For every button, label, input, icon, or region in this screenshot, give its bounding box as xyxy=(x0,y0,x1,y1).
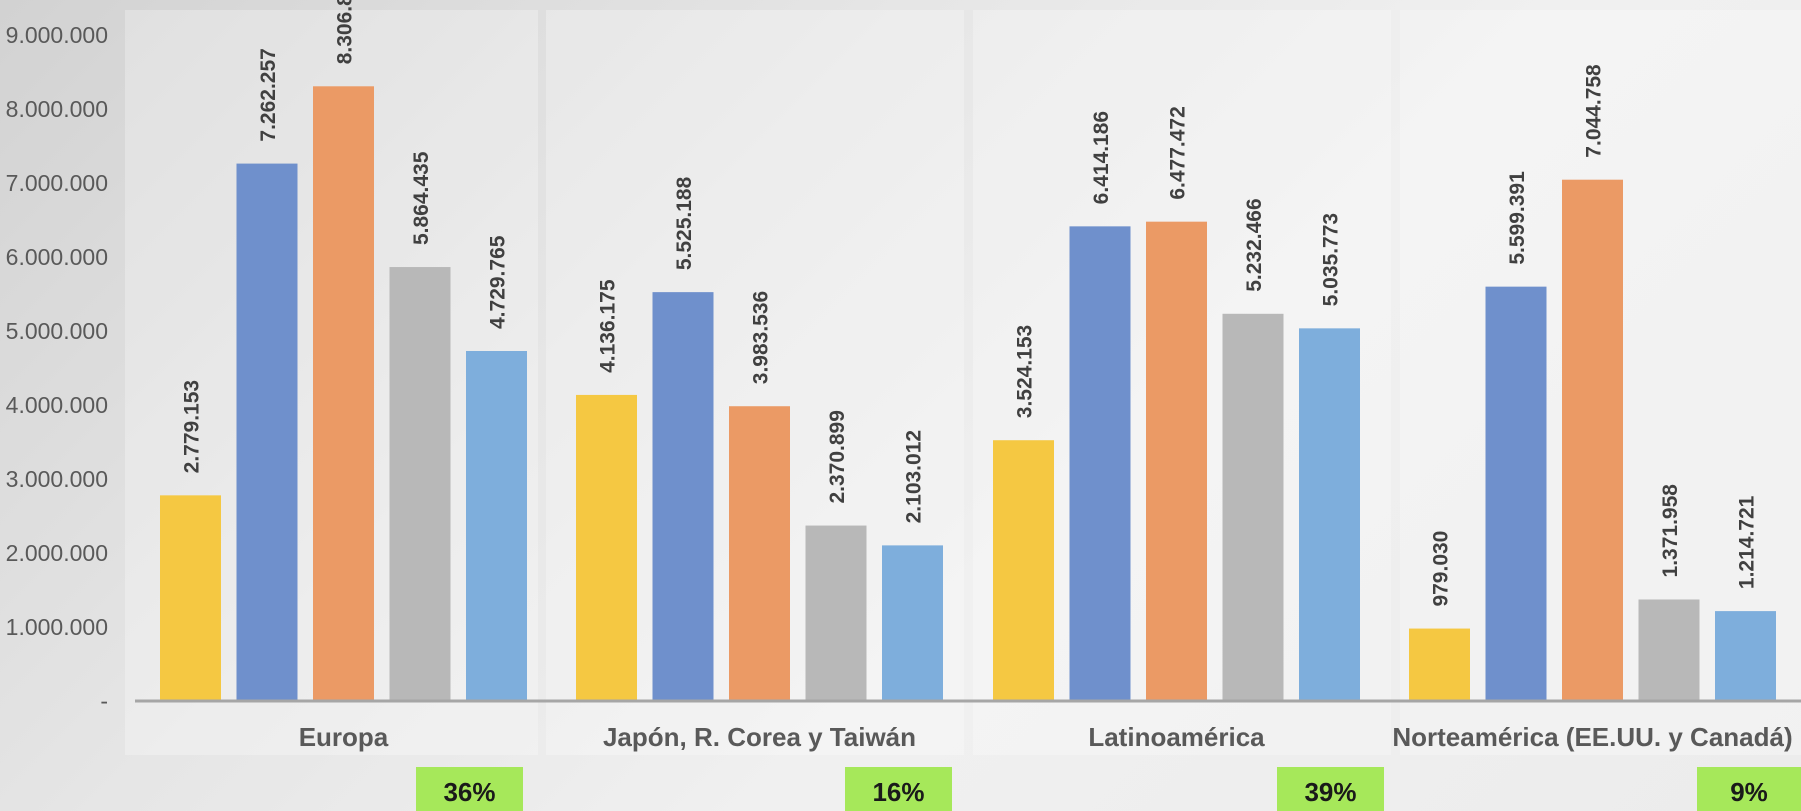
data-label: 3.983.536 xyxy=(750,291,773,384)
bar xyxy=(1222,313,1284,701)
data-label: 6.477.472 xyxy=(1167,106,1190,199)
percentage-badge xyxy=(416,767,523,811)
data-label: 7.262.257 xyxy=(257,48,280,141)
data-label: 3.524.153 xyxy=(1014,325,1037,418)
category-label: Japón, R. Corea y Taiwán xyxy=(603,722,916,752)
y-tick-label: 2.000.000 xyxy=(6,540,108,566)
y-tick-label: 8.000.000 xyxy=(6,96,108,122)
bar xyxy=(993,440,1054,701)
bar xyxy=(1485,286,1547,701)
y-tick-label: 5.000.000 xyxy=(6,318,108,344)
category-label: Norteamérica (EE.UU. y Canadá) xyxy=(1392,722,1792,752)
data-labels: 2.779.153 7.262.257 8.306.829 5.864.435 4.72… xyxy=(181,0,1759,607)
bar xyxy=(160,495,221,701)
percentage-badge xyxy=(1277,767,1384,811)
bar xyxy=(1146,221,1207,702)
data-label: 8.306.829 xyxy=(334,0,357,64)
data-label: 6.414.186 xyxy=(1090,111,1113,204)
bar xyxy=(652,292,714,701)
bar xyxy=(466,350,527,701)
data-label: 2.370.899 xyxy=(826,410,849,503)
y-tick-label: 6.000.000 xyxy=(6,244,108,270)
bar xyxy=(1299,328,1360,701)
data-label: 5.232.466 xyxy=(1243,198,1266,291)
group-panels xyxy=(125,10,1801,755)
y-tick-label: 1.000.000 xyxy=(6,614,108,640)
bar xyxy=(576,394,637,701)
data-label: 4.729.765 xyxy=(487,235,510,329)
category-label: Europa xyxy=(299,722,389,752)
category-label: Latinoamérica xyxy=(1088,722,1265,752)
percentage-badge xyxy=(845,767,952,811)
bar xyxy=(1409,628,1470,701)
y-tick-label: 9.000.000 xyxy=(6,22,108,48)
data-label: 4.136.175 xyxy=(597,279,620,373)
bar xyxy=(313,86,374,701)
bar xyxy=(882,545,943,701)
bars xyxy=(160,86,1776,702)
percentage-label: 9% xyxy=(1730,777,1768,807)
bar xyxy=(1069,226,1131,702)
data-label: 7.044.758 xyxy=(1583,64,1606,158)
data-label: 5.035.773 xyxy=(1320,213,1343,306)
y-tick-label: 4.000.000 xyxy=(6,392,108,418)
bar xyxy=(729,406,790,701)
data-label: 979.030 xyxy=(1430,531,1453,607)
bar xyxy=(805,525,867,701)
data-label: 2.103.012 xyxy=(903,430,926,523)
y-tick-label: 3.000.000 xyxy=(6,466,108,492)
y-axis: - 1.000.000 2.000.000 3.000.000 4.000.000 5.0… xyxy=(6,22,108,714)
data-label: 5.525.188 xyxy=(673,176,696,270)
percentage-badge xyxy=(1697,767,1801,811)
percentage-badges: 36% 16% 39% 9% xyxy=(416,767,1801,811)
data-label: 1.214.721 xyxy=(1736,495,1759,589)
percentage-label: 39% xyxy=(1304,777,1356,807)
bar xyxy=(1562,179,1623,701)
bar xyxy=(236,163,298,701)
bar xyxy=(389,267,451,701)
bar xyxy=(1638,599,1700,701)
data-label: 5.599.391 xyxy=(1506,171,1529,265)
data-label: 2.779.153 xyxy=(181,380,204,473)
category-labels: Europa Japón, R. Corea y Taiwán Latinoamér… xyxy=(299,722,1793,752)
y-tick-label: 7.000.000 xyxy=(6,170,108,196)
percentage-label: 36% xyxy=(443,777,495,807)
bar xyxy=(1715,611,1776,701)
data-label: 5.864.435 xyxy=(410,151,433,245)
data-label: 1.371.958 xyxy=(1659,484,1682,578)
percentage-label: 16% xyxy=(872,777,924,807)
y-tick-label: - xyxy=(100,688,108,714)
